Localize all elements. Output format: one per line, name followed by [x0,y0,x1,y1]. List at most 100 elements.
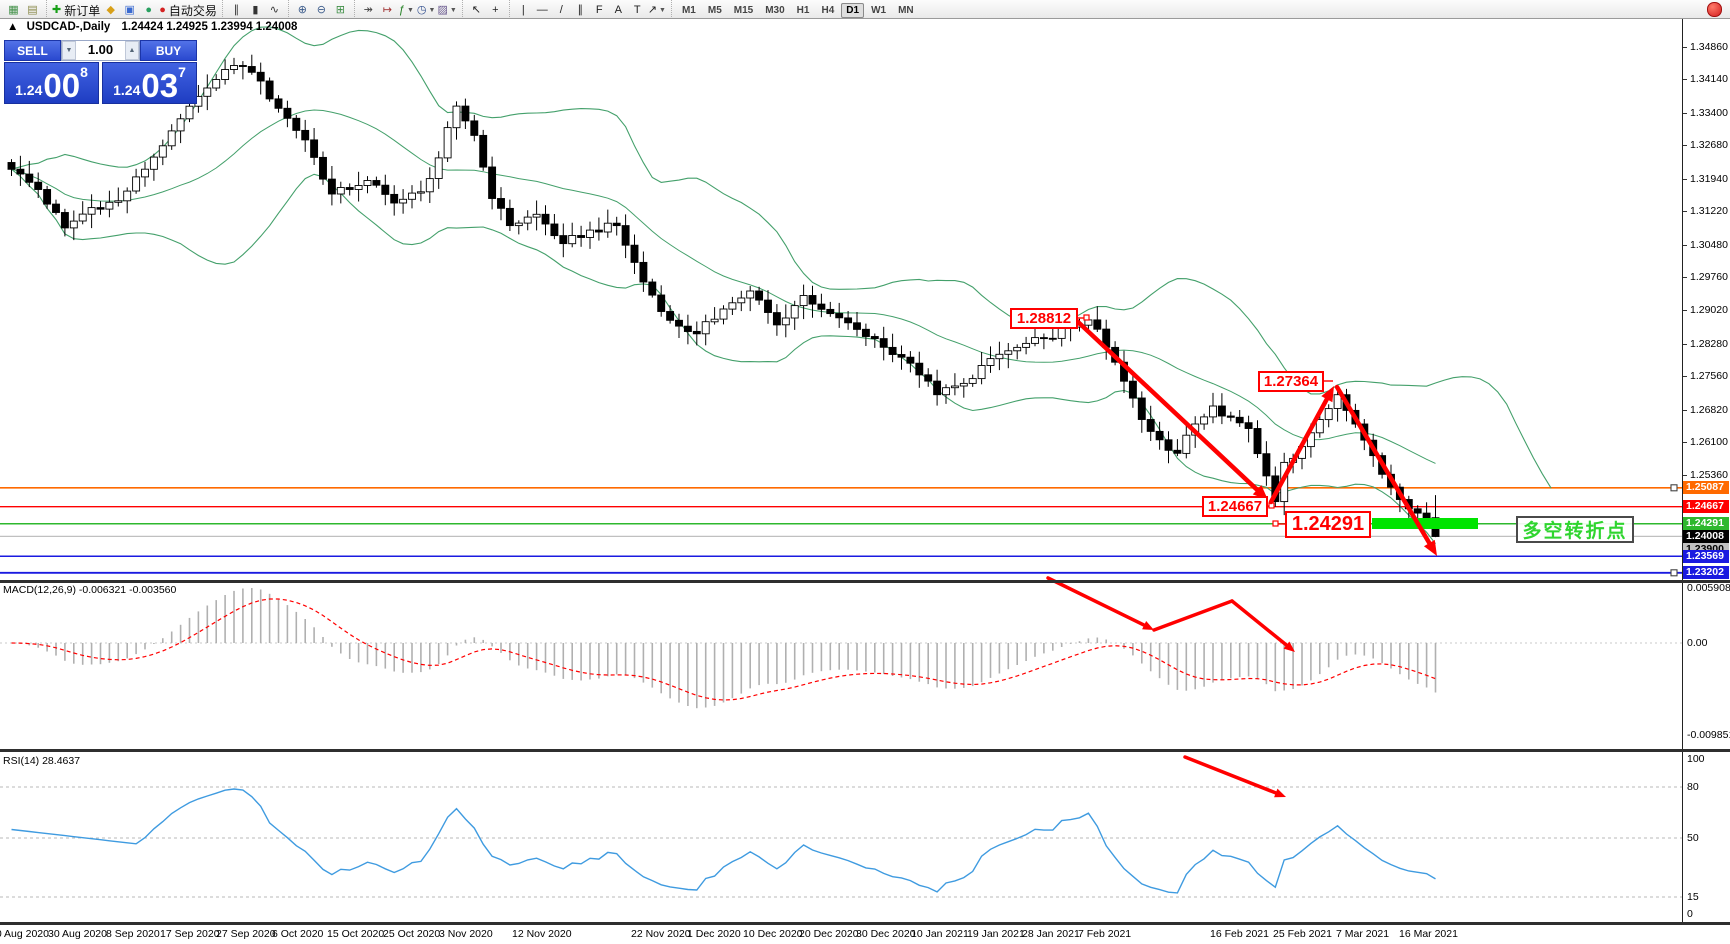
timeframe-button-H1[interactable]: H1 [796,5,810,16]
templates-icon: ▨ [437,4,448,16]
profiles-icon[interactable]: ▤ [24,2,41,18]
timeframe-button-M1[interactable]: M1 [681,5,696,16]
timeframe-button-M15[interactable]: M15 [733,5,754,16]
hline-icon[interactable]: — [534,2,551,18]
date-label: 30 Aug 2020 [48,928,107,940]
volume-input[interactable]: 1.00 [87,42,114,57]
timeframe-button-D1[interactable]: D1 [841,3,865,18]
timeframe-button-M30[interactable]: M30 [765,5,785,16]
toolbar-separator [287,0,289,17]
cursor-icon[interactable]: ↖ [468,2,485,18]
price-level-label-1.24291: 1.24291 [1683,517,1729,530]
trend-arrow[interactable] [1074,318,1263,496]
timeframe-button-M5[interactable]: M5 [707,5,722,16]
timeframe-button-MN[interactable]: MN [898,5,914,16]
price-tick-label: 1.31940 [1690,173,1728,185]
line-handle[interactable] [1670,484,1678,492]
date-label: 19 Jan 2021 [967,928,1025,940]
auto-scroll-icon[interactable]: ↠ [360,2,377,18]
bar-chart-icon[interactable]: ∥ [228,2,245,18]
trend-arrow[interactable] [1046,576,1149,629]
chart-canvas[interactable] [0,0,1682,944]
trend-arrow[interactable] [1334,384,1434,550]
rsi-scale-label: 50 [1687,832,1699,844]
strategy-tester-icon[interactable]: ● [140,2,157,18]
price-tick-label: 1.29760 [1690,271,1728,283]
rsi-scale-label: 100 [1687,753,1705,765]
community-icon[interactable] [1707,1,1722,17]
trend-arrow[interactable] [1183,755,1281,796]
indicators-icon[interactable]: ƒ ▼ [398,2,415,18]
price-tick-mark [1683,113,1687,114]
buy-price-big: 03 [141,66,179,104]
rsi-panel-splitter[interactable] [0,749,1730,752]
volume-increase-button[interactable]: ▲ [125,41,139,60]
line-chart-icon[interactable]: ∿ [266,2,283,18]
bar-chart-icon: ∥ [233,4,240,16]
zoom-in-icon[interactable]: ⊕ [294,2,311,18]
templates-icon-dropdown[interactable]: ▼ [449,6,457,14]
trend-arrow-head [1283,641,1295,652]
autotrading-button[interactable]: ● 自动交易 [159,2,217,18]
volume-decrease-button[interactable]: ▼ [62,41,76,60]
buy-price-display[interactable]: 1.24 03 7 [102,62,197,104]
new-order-button[interactable]: ✚ 新订单 [52,2,100,18]
macd-scale-label: -0.009851 [1687,729,1730,741]
price-annotation-1.28812[interactable]: 1.28812 [1010,308,1078,329]
annotation-anchor-handle[interactable] [1083,314,1090,321]
text-icon[interactable]: A [610,2,627,18]
macd-panel-splitter[interactable] [0,580,1730,583]
macd-histogram [19,588,1437,709]
tile-windows-icon: ⊞ [335,4,346,16]
highlight-zone-rect[interactable] [1372,518,1478,529]
trend-arrow[interactable] [1230,599,1291,649]
turning-point-text-label[interactable]: 多空转折点 [1516,516,1634,543]
candlestick-icon[interactable]: ▮ [247,2,264,18]
periods-icon-dropdown[interactable]: ▼ [428,6,436,14]
text-label-icon[interactable]: T [629,2,646,18]
chart-shift-icon[interactable]: ↦ [379,2,396,18]
vline-icon[interactable]: | [515,2,532,18]
sell-price-prefix: 1.24 [15,82,43,98]
arrows-icon-dropdown[interactable]: ▼ [659,6,666,14]
toolbar-separator [46,0,47,17]
date-label: 8 Sep 2020 [106,928,160,940]
sell-price-display[interactable]: 1.24 00 8 [4,62,99,104]
chart-shift-icon: ↦ [382,4,393,16]
metaeditor-icon: ◆ [106,4,115,16]
templates-icon[interactable]: ▨ ▼ [437,2,456,18]
zoom-out-icon[interactable]: ⊖ [313,2,330,18]
price-tick-label: 1.27560 [1690,370,1728,382]
timeframe-button-H4[interactable]: H4 [821,5,835,16]
arrows-icon[interactable]: ↗ ▼ [648,2,666,18]
toolbar-separator [221,0,223,17]
periods-icon[interactable]: ◷ ▼ [417,2,436,18]
price-annotation-1.27364[interactable]: 1.27364 [1258,371,1324,392]
buy-button[interactable]: BUY [140,40,197,61]
indicators-icon-dropdown[interactable]: ▼ [407,6,414,14]
price-axis-border [1682,19,1683,923]
fibonacci-icon[interactable]: F [591,2,608,18]
price-tick-label: 1.26100 [1690,436,1728,448]
annotation-anchor-handle[interactable] [1272,520,1279,527]
line-chart-icon: ∿ [269,4,280,16]
terminal-icon[interactable]: ▣ [121,2,138,18]
timeframe-button-W1[interactable]: W1 [871,5,887,16]
sell-button[interactable]: SELL [4,40,61,61]
new-chart-icon[interactable]: ▦ [5,2,22,18]
price-annotation-1.24291[interactable]: 1.24291 [1285,511,1371,538]
trend-arrow[interactable] [1268,392,1332,505]
date-label: 7 Feb 2021 [1078,928,1132,940]
channel-icon[interactable]: ∥ [572,2,589,18]
collapse-marker-icon[interactable]: ▲ [7,21,19,33]
trendline-icon[interactable]: / [553,2,570,18]
profiles-icon: ▤ [27,4,38,16]
new-chart-icon: ▦ [8,4,19,16]
trend-arrow[interactable] [1152,599,1234,632]
tile-windows-icon[interactable]: ⊞ [332,2,349,18]
line-handle[interactable] [1670,569,1678,577]
strategy-tester-icon: ● [145,4,153,16]
metaeditor-icon[interactable]: ◆ [102,2,119,18]
crosshair-icon[interactable]: + [487,2,504,18]
price-annotation-1.24667[interactable]: 1.24667 [1202,496,1268,517]
